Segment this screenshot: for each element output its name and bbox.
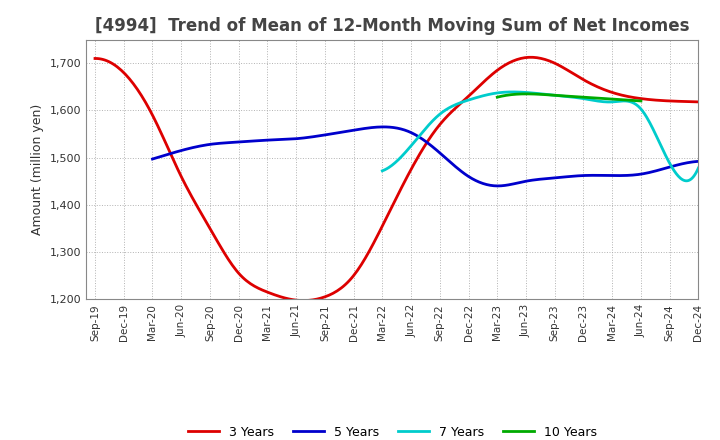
Y-axis label: Amount (million yen): Amount (million yen) (32, 104, 45, 235)
Title: [4994]  Trend of Mean of 12-Month Moving Sum of Net Incomes: [4994] Trend of Mean of 12-Month Moving … (95, 17, 690, 35)
Legend: 3 Years, 5 Years, 7 Years, 10 Years: 3 Years, 5 Years, 7 Years, 10 Years (183, 421, 602, 440)
